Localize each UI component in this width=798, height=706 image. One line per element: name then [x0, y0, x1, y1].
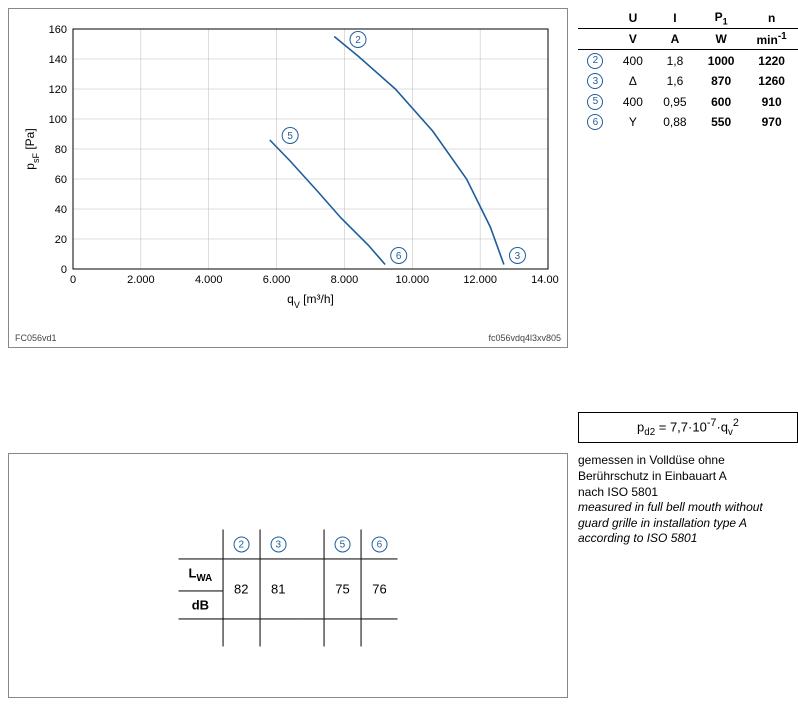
chart-code-left: FC056vd1	[15, 333, 57, 343]
col-U: U	[613, 8, 653, 29]
svg-text:100: 100	[49, 114, 67, 126]
sound-level-panel: 2 3 5 6 LWA 82 81 75 76 dB	[8, 453, 568, 698]
svg-text:120: 120	[49, 84, 67, 96]
curve-5	[270, 140, 385, 265]
note-en: measured in full bell mouth without	[578, 500, 798, 516]
row-marker-icon: 2	[587, 53, 603, 69]
svg-text:0: 0	[70, 274, 76, 286]
svg-text:140: 140	[49, 54, 67, 66]
cell-P: 550	[697, 112, 745, 133]
cell-P: 1000	[697, 50, 745, 71]
cell-P: 870	[697, 71, 745, 92]
table-row: 2 4001,810001220	[578, 50, 798, 71]
svg-text:40: 40	[55, 204, 67, 216]
col-marker-6: 6	[371, 537, 387, 553]
note-en: according to ISO 5801	[578, 531, 798, 547]
cell-I: 0,95	[653, 91, 697, 112]
svg-text:12.000: 12.000	[463, 274, 497, 286]
sound-unit: dB	[179, 591, 223, 619]
cell-I: 1,6	[653, 71, 697, 92]
row-marker-icon: 5	[587, 94, 603, 110]
chart-code-right: fc056vdq4l3xv805	[488, 333, 561, 343]
sound-label: LWA	[179, 559, 223, 591]
svg-text:10.000: 10.000	[395, 274, 429, 286]
svg-text:60: 60	[55, 174, 67, 186]
cell-n: 970	[745, 112, 798, 133]
table-row: 6Y0,88550970	[578, 112, 798, 133]
val-2: 82	[223, 559, 260, 619]
col-P: P1	[697, 8, 745, 29]
svg-text:5: 5	[287, 131, 293, 142]
svg-text:80: 80	[55, 144, 67, 156]
val-3: 81	[260, 559, 297, 619]
svg-text:20: 20	[55, 234, 67, 246]
note-de: gemessen in Volldüse ohne	[578, 453, 798, 469]
unit-V: V	[613, 29, 653, 50]
svg-text:3: 3	[515, 251, 521, 262]
measurement-notes: gemessen in Volldüse ohne Berührschutz i…	[578, 453, 798, 698]
table-row: 3Δ1,68701260	[578, 71, 798, 92]
svg-text:8.000: 8.000	[331, 274, 359, 286]
cell-U: 400	[613, 91, 653, 112]
unit-A: A	[653, 29, 697, 50]
col-n: n	[745, 8, 798, 29]
col-I: I	[653, 8, 697, 29]
val-5: 75	[324, 559, 361, 619]
note-de: nach ISO 5801	[578, 485, 798, 501]
cell-I: 0,88	[653, 112, 697, 133]
sound-table: 2 3 5 6 LWA 82 81 75 76 dB	[179, 529, 398, 646]
svg-text:4.000: 4.000	[195, 274, 223, 286]
col-marker-5: 5	[334, 537, 350, 553]
cell-n: 1220	[745, 50, 798, 71]
cell-I: 1,8	[653, 50, 697, 71]
svg-text:6.000: 6.000	[263, 274, 291, 286]
cell-U: Δ	[613, 71, 653, 92]
table-row: 5 4000,95600910	[578, 91, 798, 112]
row-marker-icon: 3	[587, 73, 603, 89]
note-en: guard grille in installation type A	[578, 516, 798, 532]
cell-P: 600	[697, 91, 745, 112]
val-6: 76	[361, 559, 398, 619]
svg-text:2: 2	[355, 35, 361, 46]
unit-min: min-1	[745, 29, 798, 50]
svg-text:2.000: 2.000	[127, 274, 155, 286]
svg-text:0: 0	[61, 264, 67, 276]
svg-text:6: 6	[396, 251, 402, 262]
cell-n: 910	[745, 91, 798, 112]
note-de: Berührschutz in Einbauart A	[578, 469, 798, 485]
col-marker-3: 3	[270, 537, 286, 553]
cell-U: 400	[613, 50, 653, 71]
row-marker-icon: 6	[587, 114, 603, 130]
curve-2	[334, 37, 504, 265]
formula: pd2 = 7,7·10-7·qv2	[578, 412, 798, 443]
pressure-flow-chart: 0 2.000 4.000 6.000 8.000 10.000 12.000 14.000 0…	[8, 8, 568, 348]
svg-text:160: 160	[49, 24, 67, 36]
cell-n: 1260	[745, 71, 798, 92]
svg-text:psF [Pa]: psF [Pa]	[23, 128, 41, 169]
col-marker-2: 2	[233, 537, 249, 553]
cell-U: Y	[613, 112, 653, 133]
svg-text:14.000: 14.000	[531, 274, 559, 286]
parameter-table: U I P1 n V A W min-1 24001,8100012203Δ1,…	[578, 8, 798, 132]
unit-W: W	[697, 29, 745, 50]
svg-text:qV [m³/h]: qV [m³/h]	[287, 292, 334, 309]
